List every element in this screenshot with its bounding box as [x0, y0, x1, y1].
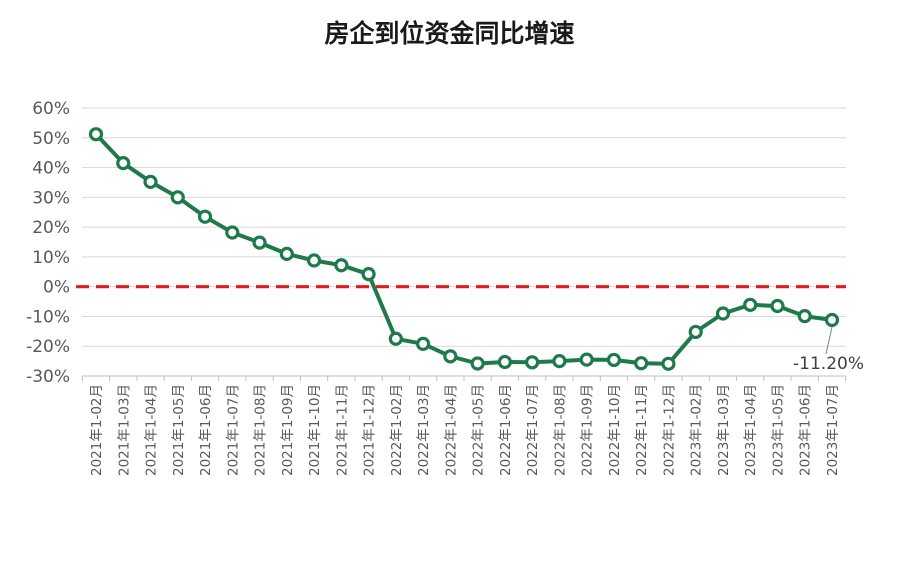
y-tick-label: 0% [43, 278, 70, 298]
x-tick-label: 2022年1-07月 [525, 384, 541, 476]
chart-title: 房企到位资金同比增速 [324, 19, 575, 48]
x-tick-label: 2022年1-02月 [389, 384, 405, 476]
data-point [388, 331, 403, 346]
data-point [497, 354, 512, 370]
data-point [797, 309, 812, 324]
data-point [334, 258, 349, 273]
data-point [661, 356, 676, 371]
data-point [306, 253, 322, 268]
data-point [252, 235, 267, 250]
x-tick-label: 2023年1-07月 [825, 384, 841, 476]
y-tick-label: -20% [26, 337, 70, 357]
y-tick-label: 30% [32, 188, 70, 208]
data-point [525, 355, 540, 370]
data-point [688, 324, 703, 340]
x-tick-label: 2021年1-07月 [225, 384, 241, 476]
data-point [634, 356, 649, 371]
x-tick-label: 2022年1-03月 [416, 384, 432, 476]
x-tick-label: 2022年1-08月 [552, 384, 568, 476]
x-tick-label: 2022年1-10月 [607, 384, 623, 476]
x-tick-label: 2021年1-10月 [307, 384, 323, 476]
data-point [88, 127, 104, 142]
x-tick-label: 2021年1-04月 [144, 384, 160, 476]
y-tick-label: 10% [32, 248, 70, 268]
x-tick-label: 2022年1-06月 [498, 384, 514, 476]
y-tick-label: -30% [26, 367, 70, 387]
data-point [715, 306, 731, 321]
data-point [361, 267, 376, 282]
x-tick-label: 2022年1-09月 [580, 384, 596, 476]
x-tick-label: 2021年1-08月 [253, 384, 269, 476]
data-point [770, 298, 785, 314]
data-point [416, 336, 431, 351]
data-point [606, 352, 622, 368]
x-tick-label: 2023年1-06月 [798, 384, 814, 476]
data-point [552, 354, 567, 369]
x-tick-label: 2023年1-03月 [716, 384, 732, 476]
x-tick-label: 2022年1-12月 [661, 384, 677, 476]
data-point [116, 155, 131, 171]
data-point [443, 349, 458, 364]
x-tick-label: 2021年1-05月 [171, 384, 187, 476]
x-tick-label: 2023年1-02月 [689, 384, 705, 476]
data-point [579, 352, 594, 367]
data-point [824, 312, 840, 328]
x-tick-label: 2021年1-02月 [89, 384, 105, 476]
data-point [225, 225, 240, 240]
y-tick-label: 20% [32, 218, 70, 238]
data-label: -11.20% [793, 354, 864, 374]
x-tick-label: 2022年1-05月 [471, 384, 487, 476]
x-tick-label: 2021年1-03月 [116, 384, 132, 476]
y-tick-label: -10% [26, 307, 70, 327]
data-point [197, 209, 213, 224]
x-tick-label: 2022年1-11月 [634, 384, 650, 476]
y-tick-label: 60% [32, 99, 70, 119]
data-point [743, 297, 758, 312]
x-tick-label: 2022年1-04月 [443, 384, 459, 476]
data-point [170, 190, 185, 205]
series-line [94, 132, 833, 366]
data-point [143, 174, 158, 189]
y-tick-label: 50% [32, 129, 70, 149]
x-tick-label: 2021年1-12月 [362, 384, 378, 476]
x-tick-label: 2021年1-09月 [280, 384, 296, 476]
data-point [279, 246, 294, 262]
x-tick-label: 2023年1-04月 [743, 384, 759, 476]
data-point [470, 356, 485, 371]
x-tick-label: 2021年1-06月 [198, 384, 214, 476]
y-tick-label: 40% [32, 159, 70, 179]
x-tick-label: 2023年1-05月 [770, 384, 786, 476]
annotation-leader [825, 326, 833, 355]
x-tick-label: 2021年1-11月 [334, 384, 350, 476]
